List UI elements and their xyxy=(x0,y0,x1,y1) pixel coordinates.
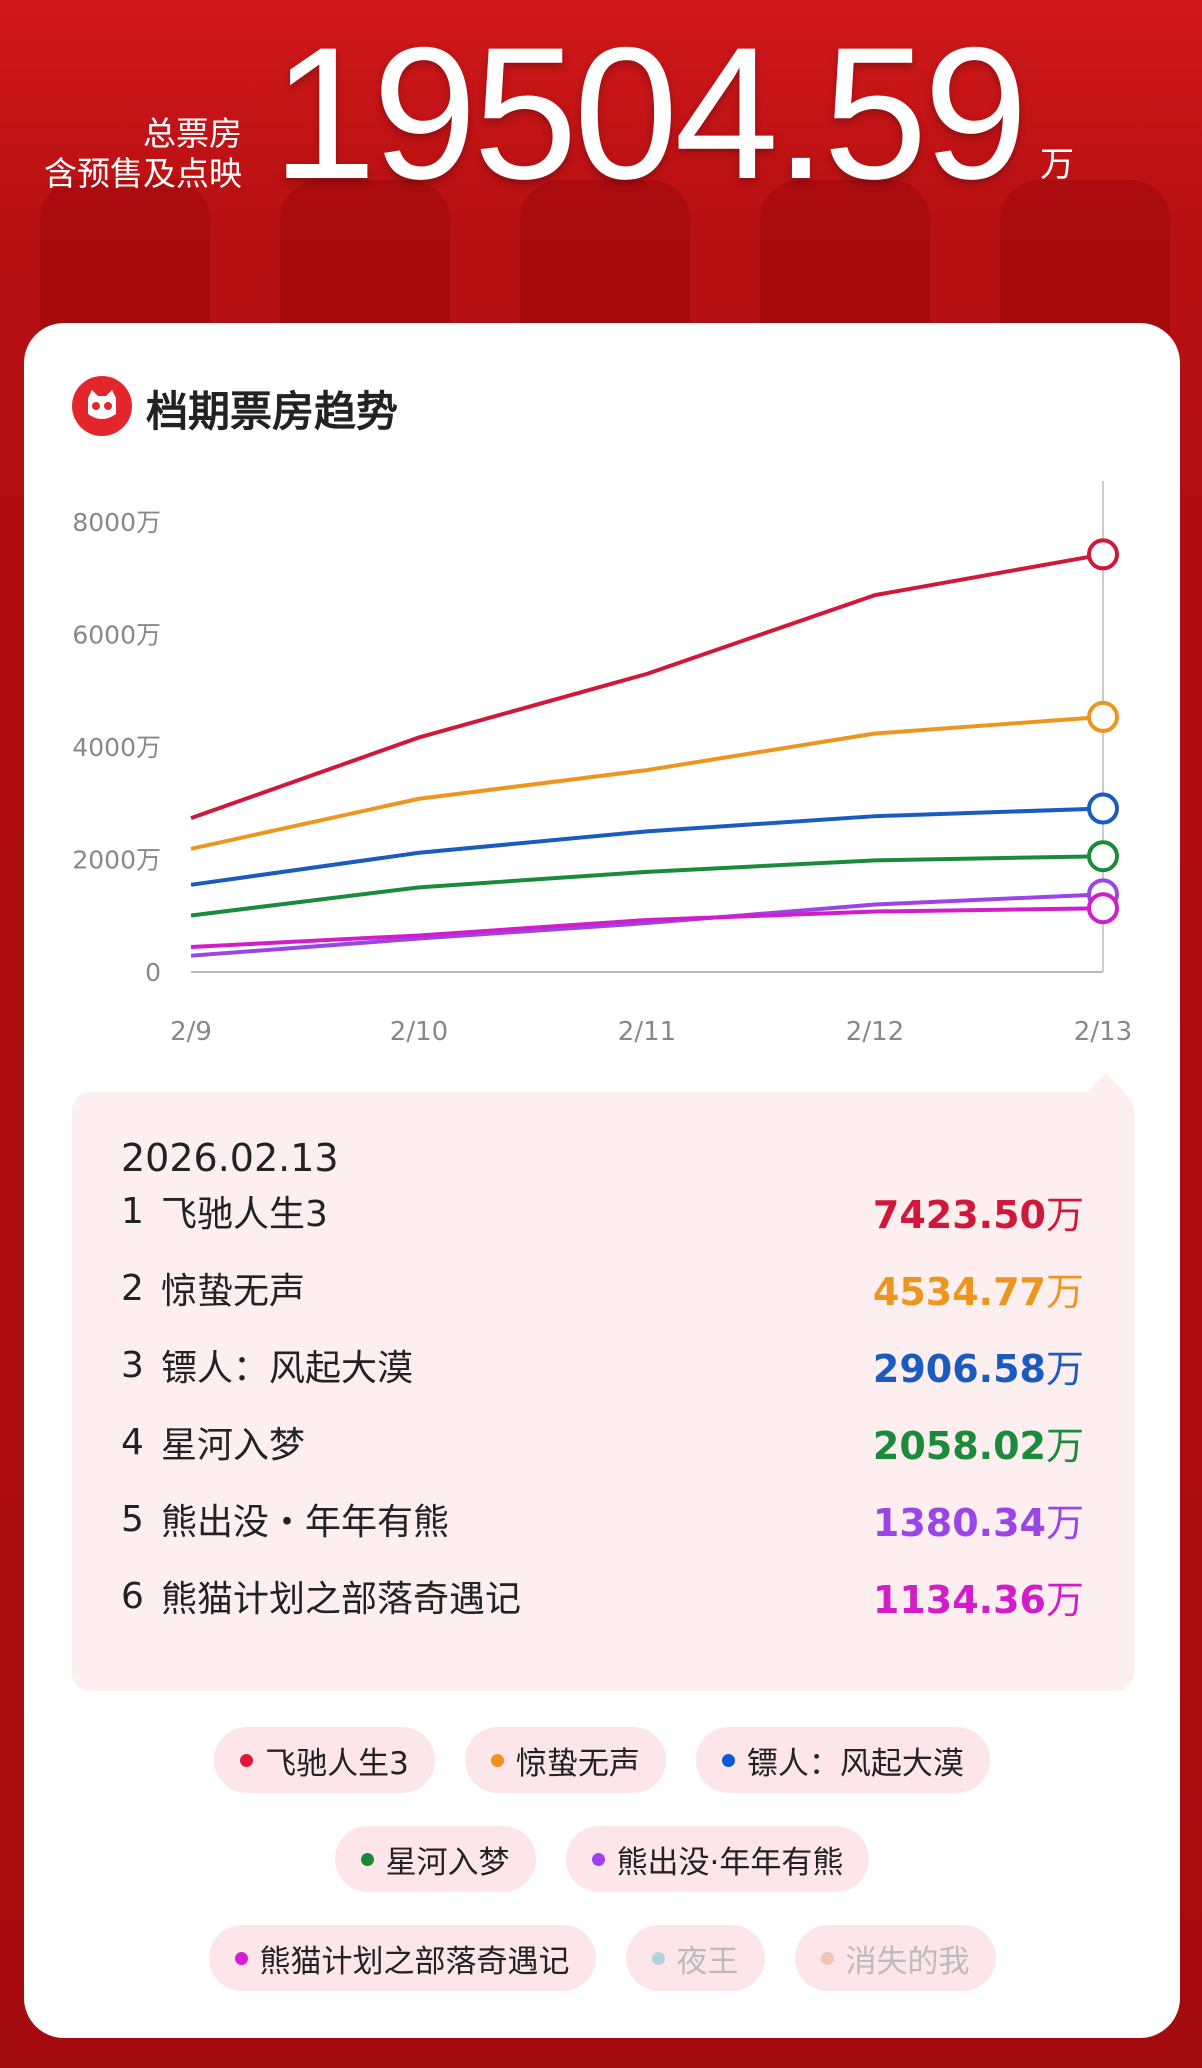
movie-name: 惊蛰无声 xyxy=(161,1271,306,1312)
tooltip-pointer xyxy=(1086,1073,1126,1093)
card-title: 档期票房趋势 xyxy=(146,387,399,436)
label-includes-presale: 含预售及点映 xyxy=(44,154,242,193)
series-point-marker[interactable] xyxy=(1087,538,1119,571)
legend-item[interactable]: 惊蛰无声 xyxy=(464,1727,666,1793)
series-line xyxy=(190,906,1104,949)
legend-item[interactable]: 夜王 xyxy=(625,1925,765,1991)
movie-name: 熊猫计划之部落奇遇记 xyxy=(161,1579,522,1620)
total-box-office-value: 19504.59 xyxy=(272,8,1028,218)
tooltip-row: 6 熊猫计划之部落奇遇记 1134.36万 xyxy=(121,1571,1084,1622)
legend-row: 星河入梦 熊出没·年年有熊 xyxy=(24,1826,1180,1892)
rank: 3 xyxy=(121,1344,144,1386)
rank: 1 xyxy=(121,1190,144,1232)
box-office-value: 2058.02万 xyxy=(872,1423,1084,1468)
x-tick-label: 2/12 xyxy=(846,1017,904,1047)
legend-label: 消失的我 xyxy=(845,1943,970,1980)
legend-dot-icon xyxy=(234,1951,248,1965)
legend-dot-icon xyxy=(820,1951,834,1965)
tooltip-row: 4 星河入梦 2058.02万 xyxy=(121,1417,1084,1468)
series-point-marker[interactable] xyxy=(1087,700,1119,733)
tooltip-row: 1 飞驰人生3 7423.50万 xyxy=(121,1186,1084,1237)
total-box-office-label: 总票房 含预售及点映 xyxy=(0,114,242,208)
legend-row: 熊猫计划之部落奇遇记 夜王 消失的我 xyxy=(24,1925,1180,1991)
cat-eye-logo-icon xyxy=(72,376,132,436)
legend-label: 镖人：风起大漠 xyxy=(746,1745,964,1782)
legend-dot-icon xyxy=(721,1753,735,1767)
rank: 2 xyxy=(121,1267,144,1309)
tooltip-row: 2 惊蛰无声 4534.77万 xyxy=(121,1263,1084,1314)
legend-label: 夜王 xyxy=(676,1943,739,1980)
y-tick-label: 2000万 xyxy=(72,846,161,875)
movie-name: 飞驰人生3 xyxy=(161,1194,328,1235)
legend-label: 飞驰人生3 xyxy=(265,1745,409,1782)
tooltip-row: 3 镖人：风起大漠 2906.58万 xyxy=(121,1340,1084,1391)
x-tick-label: 2/13 xyxy=(1074,1017,1132,1047)
legend-dot-icon xyxy=(360,1852,374,1866)
tooltip-row: 5 熊出没・年年有熊 1380.34万 xyxy=(121,1494,1084,1545)
series-line xyxy=(190,806,1104,887)
y-tick-label: 8000万 xyxy=(72,508,161,537)
tooltip-panel: 2026.02.13 1 飞驰人生3 7423.50万 2 惊蛰无声 4534.77万 3 镖… xyxy=(72,1092,1134,1691)
box-office-value: 1134.36万 xyxy=(872,1577,1084,1622)
legend-row: 飞驰人生3 惊蛰无声 镖人：风起大漠 xyxy=(24,1727,1180,1793)
legend-item[interactable]: 熊猫计划之部落奇遇记 xyxy=(208,1925,596,1991)
x-tick-label: 2/9 xyxy=(170,1017,212,1047)
legend-label: 星河入梦 xyxy=(385,1844,510,1881)
trend-card: 档期票房趋势 0 2000万 4000万 6000万 8000万 2/9 2/10 2/11 2… xyxy=(24,323,1180,2038)
legend-dot-icon xyxy=(240,1753,254,1767)
legend-label: 惊蛰无声 xyxy=(515,1745,640,1782)
legend-item[interactable]: 星河入梦 xyxy=(334,1826,536,1892)
rank: 4 xyxy=(121,1421,144,1463)
label-total: 总票房 xyxy=(143,114,242,153)
box-office-value: 4534.77万 xyxy=(872,1269,1084,1314)
rank: 6 xyxy=(121,1575,144,1617)
series-line xyxy=(190,552,1104,821)
movie-name: 熊出没・年年有熊 xyxy=(161,1502,450,1543)
series-line xyxy=(190,714,1104,851)
legend-item[interactable]: 镖人：风起大漠 xyxy=(695,1727,990,1793)
movie-name: 镖人：风起大漠 xyxy=(161,1348,414,1389)
legend-label: 熊猫计划之部落奇遇记 xyxy=(259,1943,570,1980)
movie-name: 星河入梦 xyxy=(161,1425,306,1466)
legend-item[interactable]: 飞驰人生3 xyxy=(214,1727,435,1793)
x-tick-label: 2/11 xyxy=(618,1017,676,1047)
line-chart[interactable]: 0 2000万 4000万 6000万 8000万 2/9 2/10 2/11 2/12 2/13 xyxy=(24,323,1180,1083)
series-point-marker[interactable] xyxy=(1087,792,1119,825)
box-office-value: 7423.50万 xyxy=(872,1192,1084,1237)
series-point-marker[interactable] xyxy=(1087,840,1119,873)
x-tick-label: 2/10 xyxy=(390,1017,448,1047)
rank: 5 xyxy=(121,1498,144,1540)
legend-dot-icon xyxy=(490,1753,504,1767)
y-tick-label: 4000万 xyxy=(72,733,161,762)
y-tick-label: 6000万 xyxy=(72,621,161,650)
y-tick-label: 0 xyxy=(145,958,161,987)
legend-dot-icon xyxy=(651,1951,665,1965)
box-office-value: 2906.58万 xyxy=(872,1346,1084,1391)
legend-item[interactable]: 消失的我 xyxy=(794,1925,996,1991)
box-office-value: 1380.34万 xyxy=(872,1500,1084,1545)
legend-dot-icon xyxy=(591,1852,605,1866)
series-line xyxy=(190,854,1104,918)
total-box-office-header: 总票房 含预售及点映 19504.59 万 xyxy=(0,18,1202,208)
series-line xyxy=(190,892,1104,958)
series-point-marker[interactable] xyxy=(1087,892,1119,925)
total-unit: 万 xyxy=(1040,145,1075,185)
tooltip-date: 2026.02.13 xyxy=(121,1136,339,1180)
legend-item[interactable]: 熊出没·年年有熊 xyxy=(565,1826,870,1892)
legend-label: 熊出没·年年有熊 xyxy=(616,1844,844,1881)
